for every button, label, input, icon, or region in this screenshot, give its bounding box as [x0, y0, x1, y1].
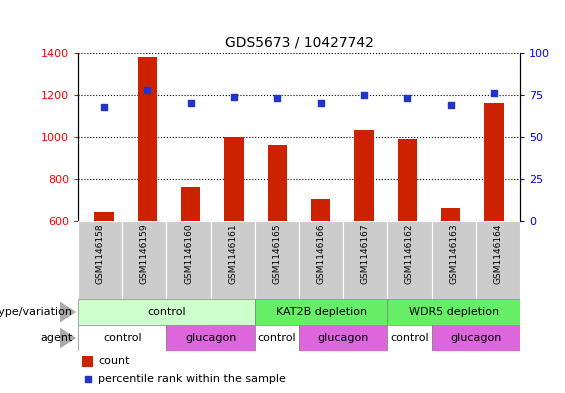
Text: glucagon: glucagon: [185, 333, 236, 343]
Polygon shape: [60, 328, 76, 349]
Point: [186, 100, 195, 107]
Bar: [255, 221, 299, 299]
Text: GSM1146162: GSM1146162: [405, 223, 414, 284]
Bar: [167, 221, 211, 299]
Bar: [388, 299, 520, 325]
Point: [446, 102, 455, 108]
Point: [489, 90, 498, 96]
Bar: [484, 103, 504, 221]
Polygon shape: [60, 301, 76, 322]
Bar: [78, 325, 167, 351]
Bar: [432, 325, 520, 351]
Title: GDS5673 / 10427742: GDS5673 / 10427742: [224, 35, 373, 49]
Bar: [78, 299, 255, 325]
Bar: [181, 187, 201, 221]
Text: control: control: [390, 333, 429, 343]
Bar: [343, 221, 388, 299]
Text: GSM1146163: GSM1146163: [449, 223, 458, 284]
Text: glucagon: glucagon: [450, 333, 502, 343]
Point: [273, 95, 282, 101]
Bar: [94, 211, 114, 221]
Text: WDR5 depletion: WDR5 depletion: [408, 307, 499, 317]
Text: genotype/variation: genotype/variation: [0, 307, 72, 317]
Bar: [268, 145, 287, 221]
Text: GSM1146158: GSM1146158: [95, 223, 105, 284]
Bar: [354, 130, 374, 221]
Bar: [224, 137, 244, 221]
Bar: [82, 356, 93, 367]
Text: count: count: [98, 356, 129, 366]
Point: [316, 100, 325, 107]
Text: percentile rank within the sample: percentile rank within the sample: [98, 374, 286, 384]
Bar: [476, 221, 520, 299]
Text: agent: agent: [40, 333, 72, 343]
Text: GSM1146159: GSM1146159: [140, 223, 149, 284]
Text: GSM1146160: GSM1146160: [184, 223, 193, 284]
Bar: [311, 199, 331, 221]
Bar: [388, 221, 432, 299]
Bar: [167, 325, 255, 351]
Bar: [255, 299, 388, 325]
Text: GSM1146167: GSM1146167: [361, 223, 370, 284]
Bar: [398, 139, 417, 221]
Point: [143, 87, 152, 93]
Bar: [441, 208, 460, 221]
Text: glucagon: glucagon: [318, 333, 369, 343]
Text: GSM1146164: GSM1146164: [493, 223, 502, 284]
Point: [99, 104, 108, 110]
Point: [403, 95, 412, 101]
Bar: [388, 325, 432, 351]
Bar: [138, 57, 157, 221]
Text: GSM1146166: GSM1146166: [316, 223, 325, 284]
Text: control: control: [258, 333, 296, 343]
Bar: [299, 221, 343, 299]
Bar: [122, 221, 167, 299]
Text: control: control: [147, 307, 186, 317]
Bar: [432, 221, 476, 299]
Text: control: control: [103, 333, 141, 343]
Text: GSM1146165: GSM1146165: [272, 223, 281, 284]
Bar: [78, 221, 122, 299]
Point: [359, 92, 368, 98]
Point: [84, 376, 93, 382]
Bar: [255, 325, 299, 351]
Text: GSM1146161: GSM1146161: [228, 223, 237, 284]
Text: KAT2B depletion: KAT2B depletion: [276, 307, 367, 317]
Bar: [299, 325, 388, 351]
Point: [229, 94, 238, 100]
Bar: [211, 221, 255, 299]
